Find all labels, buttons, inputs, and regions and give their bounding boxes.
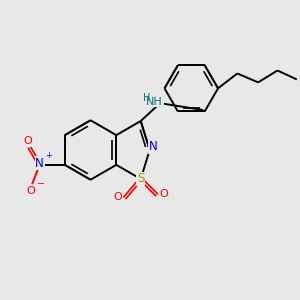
Text: +: + bbox=[45, 151, 52, 160]
Text: O: O bbox=[26, 186, 35, 196]
Text: O: O bbox=[113, 192, 122, 202]
Text: O: O bbox=[23, 136, 32, 146]
Text: N: N bbox=[35, 157, 44, 170]
Text: NH: NH bbox=[146, 97, 163, 107]
Text: −: − bbox=[37, 178, 45, 189]
Text: H: H bbox=[143, 93, 150, 103]
Text: S: S bbox=[137, 172, 144, 185]
Text: O: O bbox=[159, 189, 168, 199]
Text: N: N bbox=[149, 140, 158, 153]
